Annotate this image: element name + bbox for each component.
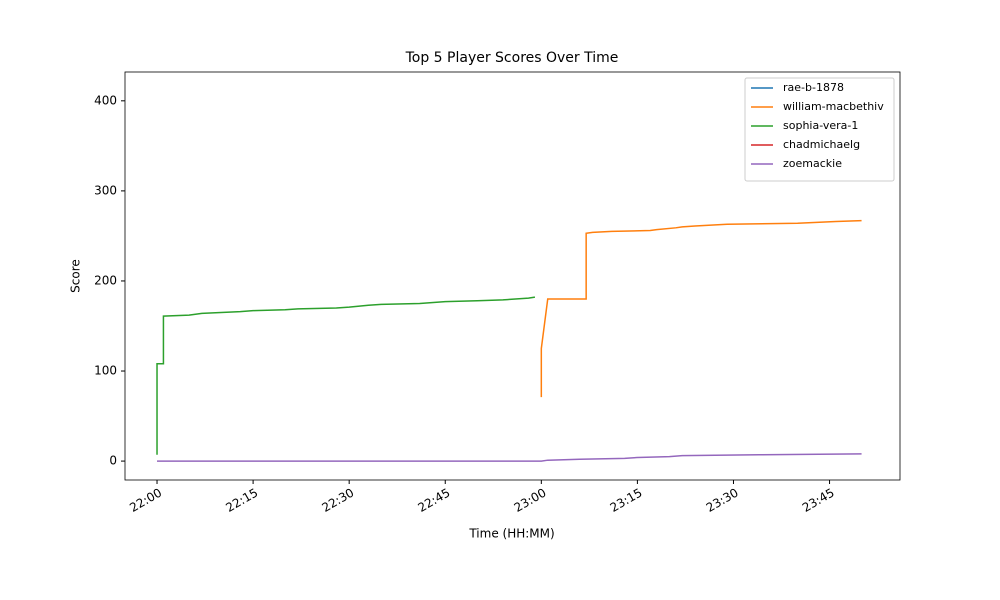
series-line [156,296,536,455]
legend-label: william-macbethiv [783,100,884,113]
series-line [157,453,862,462]
y-tick-label: 100 [94,364,117,378]
x-tick-label: 23:15 [608,486,645,515]
x-tick-label: 23:00 [512,486,549,515]
y-tick-label: 0 [109,454,117,468]
legend-label: zoemackie [783,157,842,170]
series-line [540,219,862,398]
y-tick-label: 300 [94,183,117,197]
x-tick-label: 23:30 [704,486,741,515]
y-tick-label: 200 [94,273,117,287]
x-tick-label: 22:45 [416,486,453,515]
chart-title: Top 5 Player Scores Over Time [405,50,619,66]
y-axis-label: Score [69,259,83,293]
legend-label: sophia-vera-1 [783,119,858,132]
y-tick-label: 400 [94,93,117,107]
legend-label: chadmichaelg [783,138,860,151]
x-tick-label: 22:30 [319,486,356,515]
legend-box [744,77,895,182]
x-tick-label: 23:45 [800,486,837,515]
x-tick-label: 22:15 [223,486,260,515]
x-tick-label: 22:00 [127,486,164,515]
x-axis-label: Time (HH:MM) [468,527,554,541]
plot-frame [124,71,901,481]
legend-label: rae-b-1878 [783,81,844,94]
